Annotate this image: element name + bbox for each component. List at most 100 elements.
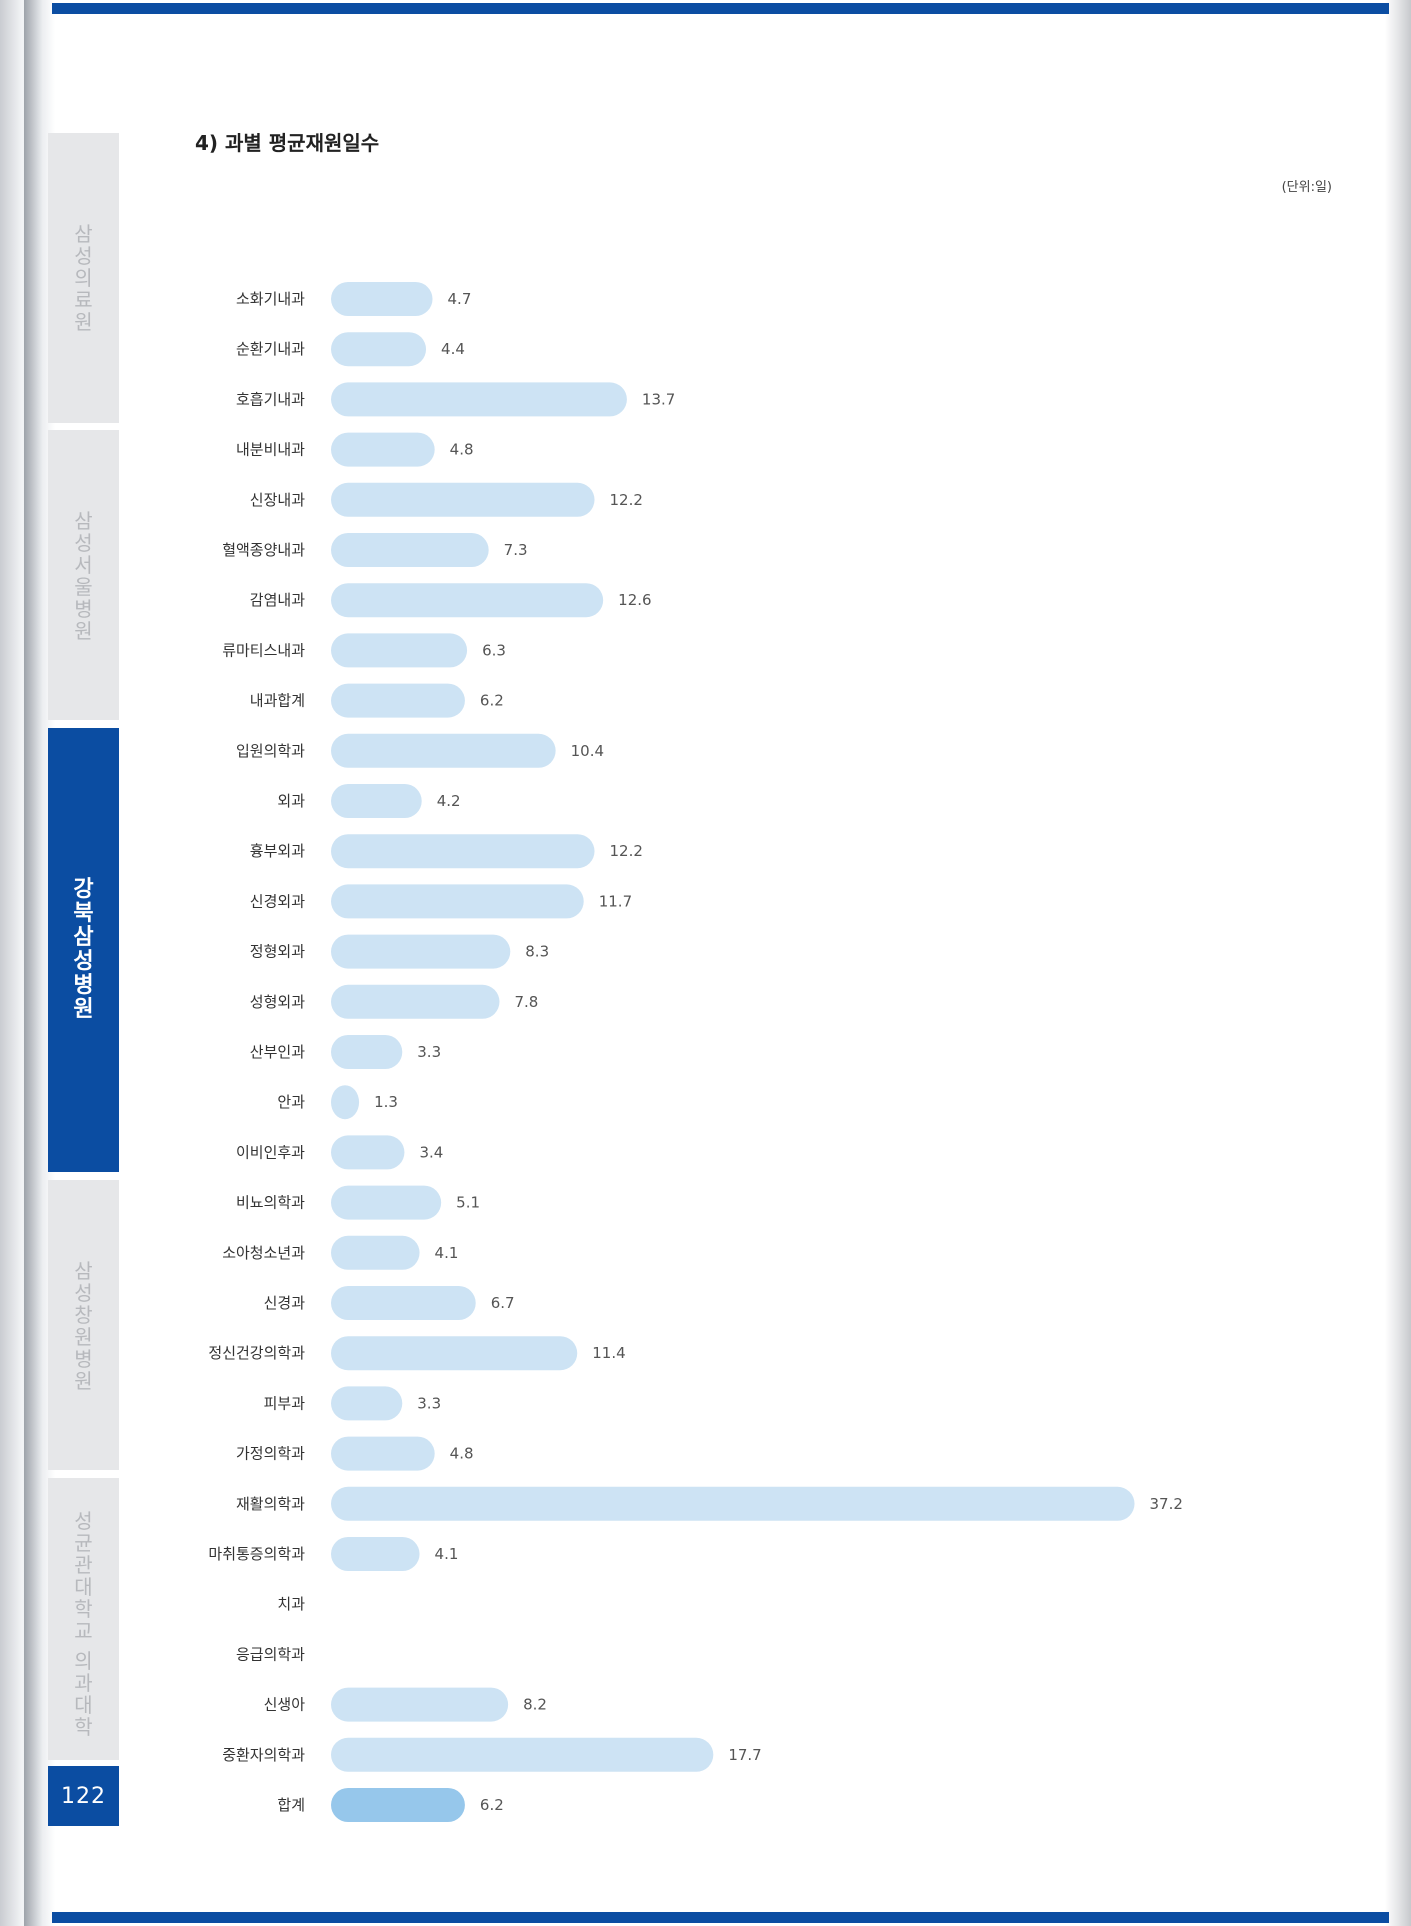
side-tab-char: 원 xyxy=(74,310,93,334)
bar xyxy=(331,1687,509,1722)
side-tab-char: 북 xyxy=(73,901,94,926)
side-tab-char: 창 xyxy=(74,1303,93,1327)
value-label: 11.7 xyxy=(599,892,632,910)
bar xyxy=(331,784,422,818)
side-tab-char: 학 xyxy=(74,1597,93,1621)
category-label: 중환자의학과 xyxy=(222,1746,305,1764)
bar xyxy=(331,633,468,668)
side-tab-char: 울 xyxy=(74,575,93,599)
category-label: 정신건강의학과 xyxy=(208,1344,305,1362)
side-tab-char: 대 xyxy=(74,1693,93,1717)
value-label: 4.1 xyxy=(435,1545,459,1563)
bottom-rule xyxy=(52,1912,1389,1923)
bar xyxy=(331,834,595,869)
bar xyxy=(331,1537,420,1571)
value-label: 8.2 xyxy=(523,1696,547,1714)
side-tab-char: 원 xyxy=(73,997,94,1022)
value-label: 12.2 xyxy=(610,842,643,860)
category-label: 신생아 xyxy=(264,1696,306,1714)
side-tab-char: 성 xyxy=(73,949,94,974)
category-label: 소화기내과 xyxy=(236,290,305,308)
value-label: 4.1 xyxy=(435,1244,459,1262)
side-tab-char: 원 xyxy=(74,619,93,643)
side-tab-char: 교 xyxy=(74,1619,93,1643)
bar xyxy=(331,533,489,567)
category-label: 재활의학과 xyxy=(236,1495,305,1513)
category-label: 외과 xyxy=(277,792,305,810)
page-number: 122 xyxy=(48,1766,119,1826)
bar xyxy=(331,683,465,718)
bar xyxy=(331,1135,405,1170)
bar xyxy=(331,482,595,517)
side-tab-char: 원 xyxy=(74,1369,93,1393)
value-label: 17.7 xyxy=(728,1746,761,1764)
page-right-edge xyxy=(1385,0,1411,1926)
bar xyxy=(331,934,511,969)
side-tab-char: 대 xyxy=(74,1575,93,1599)
side-tab-char: 성 xyxy=(74,1509,93,1533)
side-tab-char: 병 xyxy=(74,1347,93,1371)
value-label: 10.4 xyxy=(571,742,604,760)
value-label: 3.3 xyxy=(417,1394,441,1412)
bar xyxy=(331,1185,442,1220)
category-label: 순환기내과 xyxy=(236,340,305,358)
side-tab-char: 원 xyxy=(74,1325,93,1349)
category-label: 정형외과 xyxy=(250,943,305,961)
category-label: 신경외과 xyxy=(250,892,305,910)
bar xyxy=(331,1035,403,1069)
value-label: 6.2 xyxy=(480,1796,504,1814)
value-label: 7.3 xyxy=(504,541,528,559)
category-label: 흉부외과 xyxy=(250,842,305,860)
value-label: 4.4 xyxy=(441,340,465,358)
value-label: 5.1 xyxy=(456,1194,480,1212)
value-label: 4.8 xyxy=(450,441,474,459)
side-tab-char: 성 xyxy=(74,1281,93,1305)
value-label: 4.7 xyxy=(448,290,472,308)
side-tab-char: 강 xyxy=(73,877,94,902)
category-label: 합계 xyxy=(277,1796,305,1814)
category-label: 성형외과 xyxy=(250,993,305,1011)
value-label: 6.7 xyxy=(491,1294,515,1312)
total-bar xyxy=(331,1788,465,1822)
value-label: 12.6 xyxy=(618,591,651,609)
category-label: 산부인과 xyxy=(250,1043,305,1061)
category-label: 류마티스내과 xyxy=(222,641,305,659)
side-tab-char: 성 xyxy=(74,244,93,268)
value-label: 12.2 xyxy=(610,491,643,509)
value-label: 4.8 xyxy=(450,1445,474,1463)
bar xyxy=(331,1386,403,1421)
unit-label: (단위:일) xyxy=(1281,180,1332,195)
bar xyxy=(331,1486,1135,1521)
category-label: 안과 xyxy=(277,1093,305,1111)
side-tab-char: 관 xyxy=(74,1553,93,1577)
category-label: 입원의학과 xyxy=(236,742,305,760)
category-label: 비뇨의학과 xyxy=(236,1194,305,1212)
side-tab-char: 서 xyxy=(74,553,93,577)
bar xyxy=(331,282,433,316)
category-label: 내과합계 xyxy=(250,692,305,710)
side-tab-char: 의 xyxy=(74,1649,93,1673)
side-tab-char: 삼 xyxy=(74,222,93,246)
category-label: 응급의학과 xyxy=(236,1645,305,1663)
category-label: 신장내과 xyxy=(250,491,305,509)
value-label: 4.2 xyxy=(437,792,461,810)
bar xyxy=(331,984,500,1019)
bar xyxy=(331,1737,714,1772)
value-label: 6.3 xyxy=(482,641,506,659)
bar xyxy=(331,332,427,367)
category-label: 마취통증의학과 xyxy=(208,1545,305,1563)
section-title: 4) 과별 평균재원일수 xyxy=(195,131,380,155)
category-label: 호흡기내과 xyxy=(236,390,305,408)
bar xyxy=(331,382,627,417)
side-tab-char: 병 xyxy=(73,973,94,998)
value-label: 13.7 xyxy=(642,390,675,408)
bar xyxy=(331,884,584,919)
